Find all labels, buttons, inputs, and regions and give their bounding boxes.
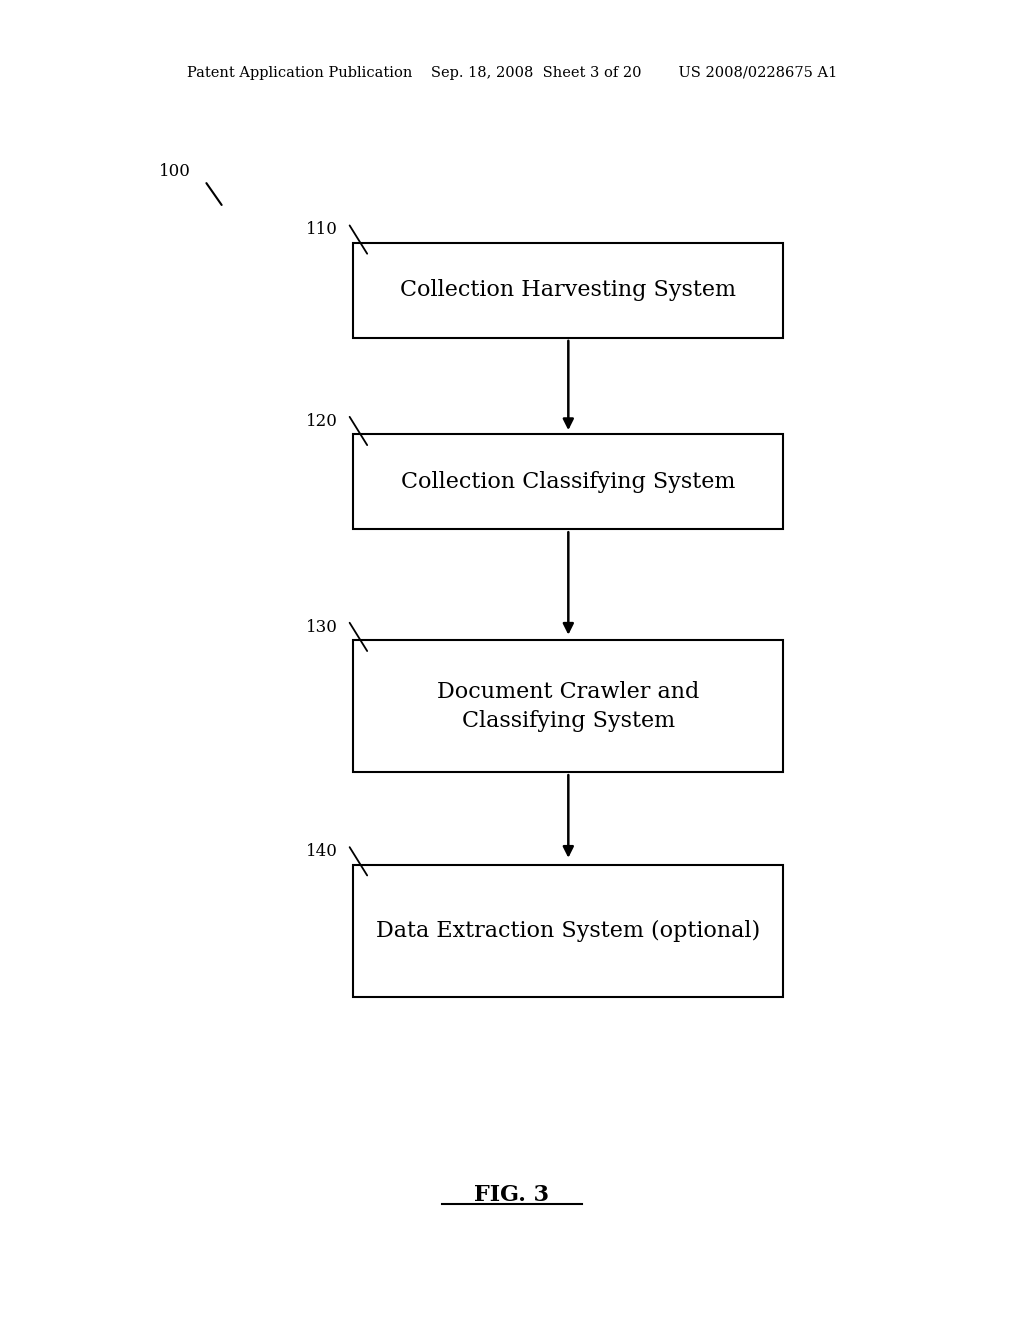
Text: Collection Harvesting System: Collection Harvesting System (400, 280, 736, 301)
Text: Data Extraction System (optional): Data Extraction System (optional) (376, 920, 761, 941)
Text: Collection Classifying System: Collection Classifying System (401, 471, 735, 492)
Text: 140: 140 (306, 843, 338, 859)
Text: Patent Application Publication    Sep. 18, 2008  Sheet 3 of 20        US 2008/02: Patent Application Publication Sep. 18, … (186, 66, 838, 79)
Text: 100: 100 (159, 164, 190, 180)
Text: 110: 110 (306, 222, 338, 238)
FancyBboxPatch shape (353, 434, 783, 529)
Text: 130: 130 (306, 619, 338, 635)
FancyBboxPatch shape (353, 243, 783, 338)
Text: Document Crawler and
Classifying System: Document Crawler and Classifying System (437, 681, 699, 731)
FancyBboxPatch shape (353, 865, 783, 997)
FancyBboxPatch shape (353, 640, 783, 772)
Text: 120: 120 (306, 413, 338, 429)
Text: FIG. 3: FIG. 3 (474, 1184, 550, 1205)
